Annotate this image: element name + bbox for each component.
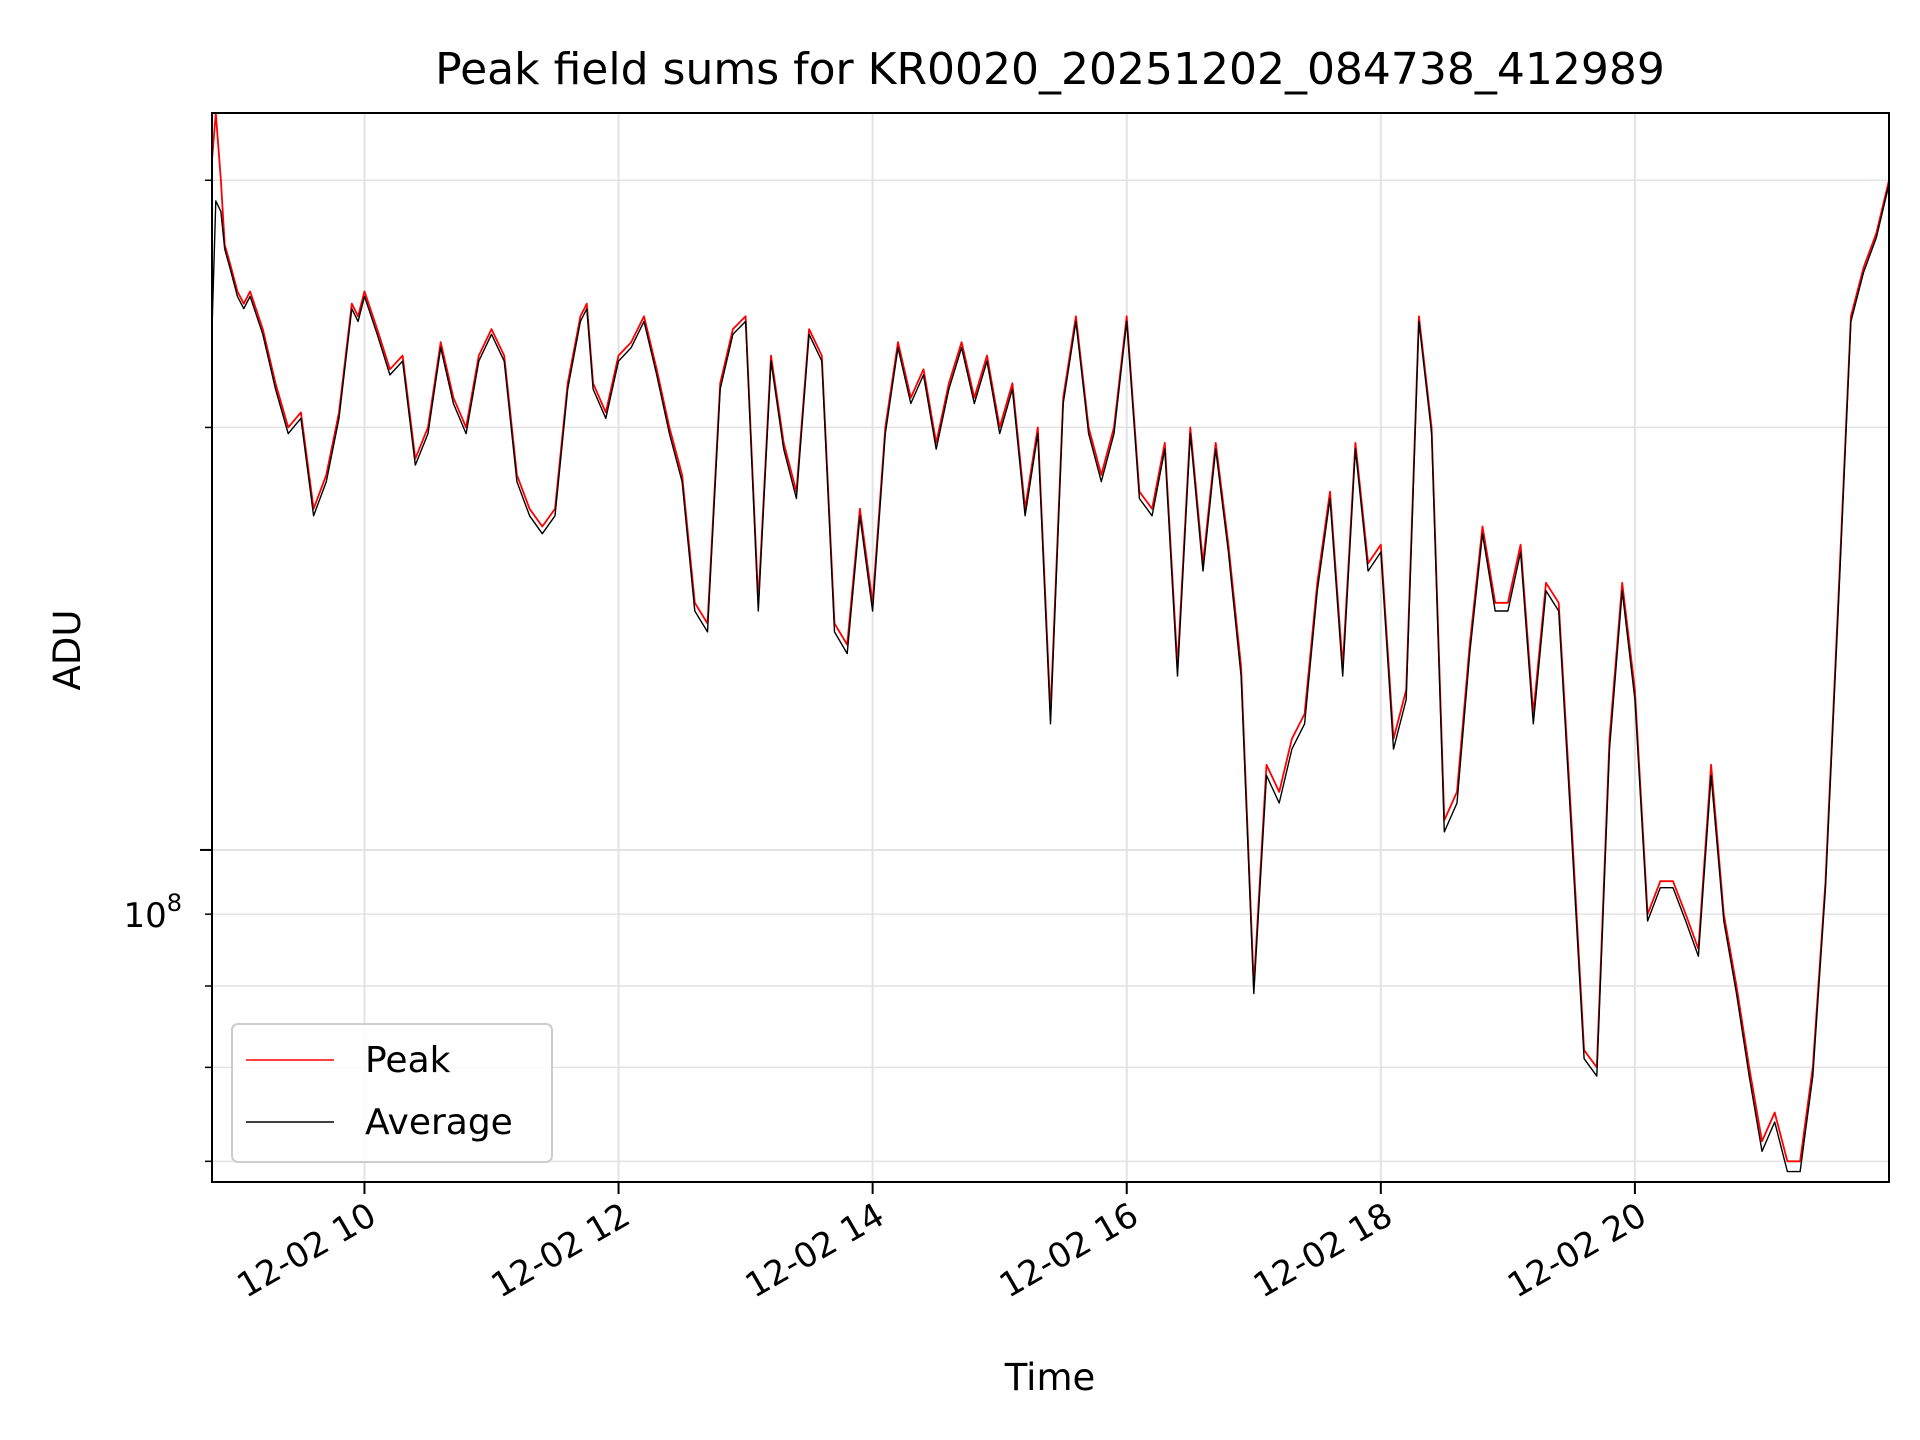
legend: Peak Average <box>231 1023 553 1163</box>
legend-average-label: Average <box>365 1102 513 1143</box>
plot-frame <box>211 112 1890 1183</box>
y-tick-label-1e8: 108 <box>123 889 182 936</box>
legend-peak-label: Peak <box>365 1040 451 1081</box>
y-tick-label-base: 10 <box>123 896 166 936</box>
y-tick-label-exp: 8 <box>167 889 182 917</box>
legend-box <box>231 1023 553 1163</box>
y-axis-label: ADU <box>46 610 89 691</box>
y-axis: 108 <box>123 179 212 1163</box>
chart-title: Peak field sums for KR0020_20251202_0847… <box>435 44 1665 95</box>
series-layer <box>211 112 1890 1173</box>
x-axis-label: Time <box>1004 1356 1096 1399</box>
series-line-average <box>211 184 1890 1173</box>
